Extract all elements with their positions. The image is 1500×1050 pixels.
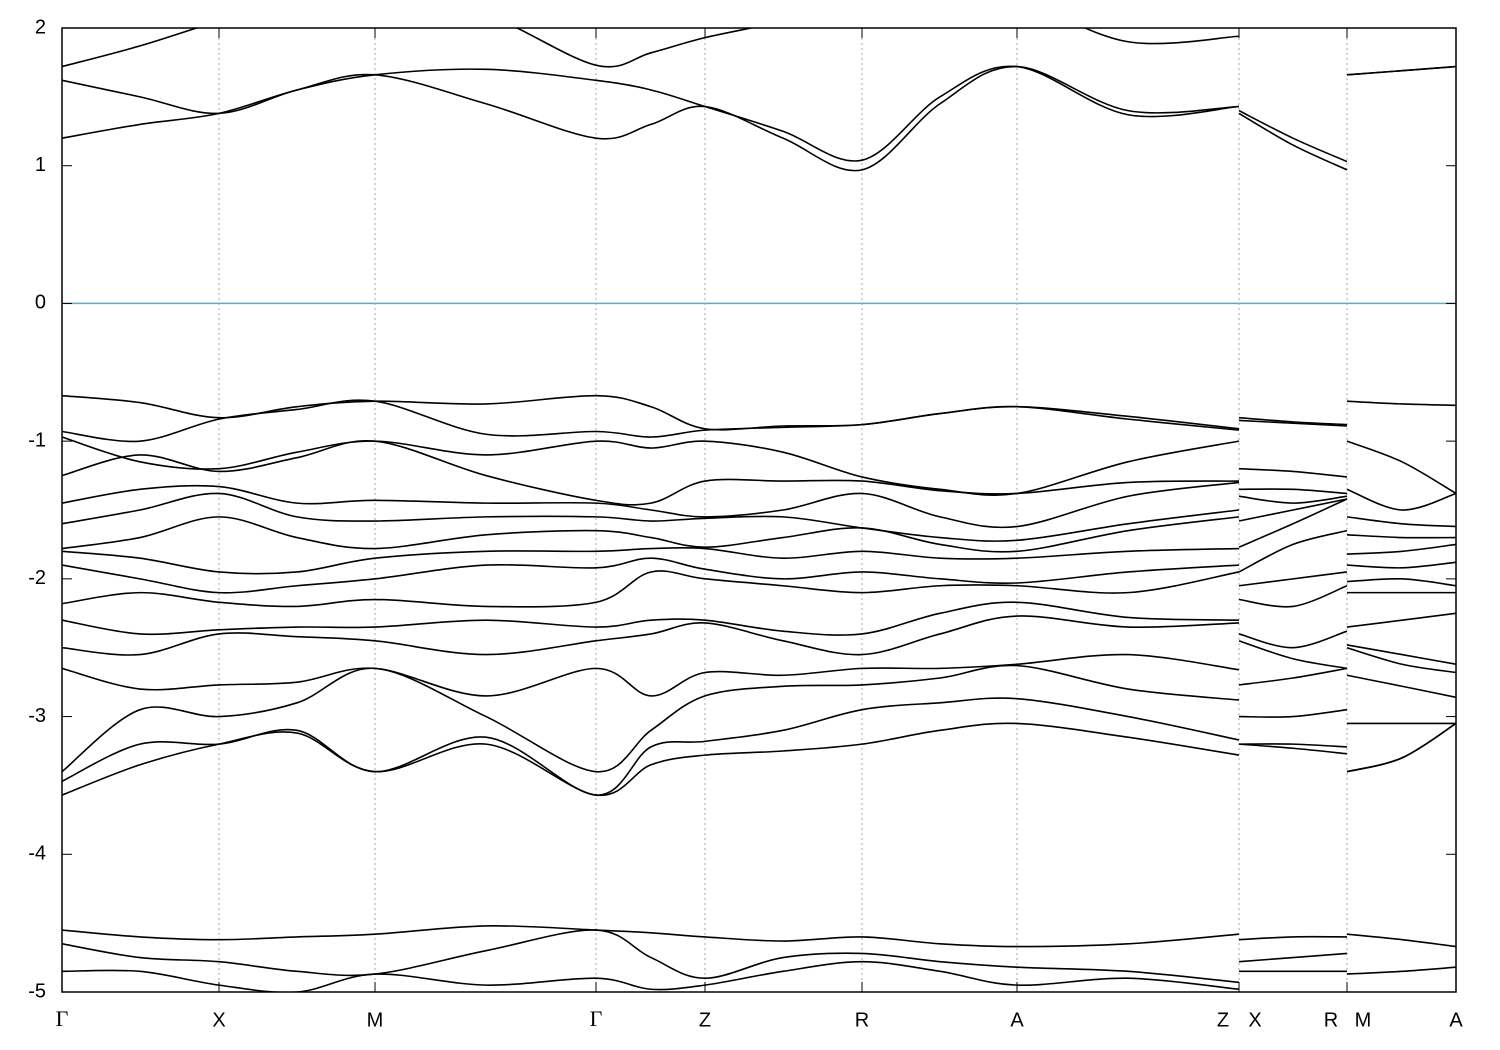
y-tick-label: 0 — [35, 292, 46, 314]
band — [62, 399, 1456, 495]
band — [62, 28, 1240, 68]
band — [62, 439, 1456, 528]
x-tick-label: X — [1248, 1009, 1261, 1031]
x-tick-label: Γ — [590, 1006, 603, 1031]
band — [62, 601, 1456, 666]
y-tick-label: 1 — [35, 154, 46, 176]
plot-frame — [61, 27, 1457, 993]
x-tick-label: R — [1324, 1009, 1338, 1031]
y-tick-label: -2 — [28, 567, 46, 589]
bands — [62, 28, 1456, 992]
band — [62, 557, 1456, 594]
x-tick-label: Z — [1217, 1009, 1229, 1031]
x-tick-label: Z — [699, 1009, 711, 1031]
band — [62, 722, 1456, 796]
band — [62, 929, 1456, 984]
band — [62, 925, 1456, 948]
band — [62, 615, 1456, 674]
x-tick-label: M — [367, 1009, 384, 1031]
x-tick-label: M — [1355, 1009, 1372, 1031]
band — [62, 65, 1456, 163]
band — [62, 664, 1456, 773]
y-tick-label: 2 — [35, 16, 46, 38]
band — [62, 653, 1456, 699]
band — [62, 529, 1456, 587]
x-tick-label: A — [1010, 1009, 1024, 1031]
y-tick-label: -1 — [28, 429, 46, 451]
y-tick-label: -5 — [28, 980, 46, 1002]
x-tick-label: A — [1449, 1009, 1463, 1031]
band — [62, 498, 1456, 569]
x-tick-label: Γ — [56, 1006, 69, 1031]
band — [62, 481, 1456, 539]
x-tick-label: X — [212, 1009, 225, 1031]
y-tick-label: -4 — [28, 843, 46, 865]
x-tick-label: R — [855, 1009, 869, 1031]
band — [62, 492, 1456, 555]
y-tick-label: -3 — [28, 705, 46, 727]
band — [62, 570, 1456, 628]
